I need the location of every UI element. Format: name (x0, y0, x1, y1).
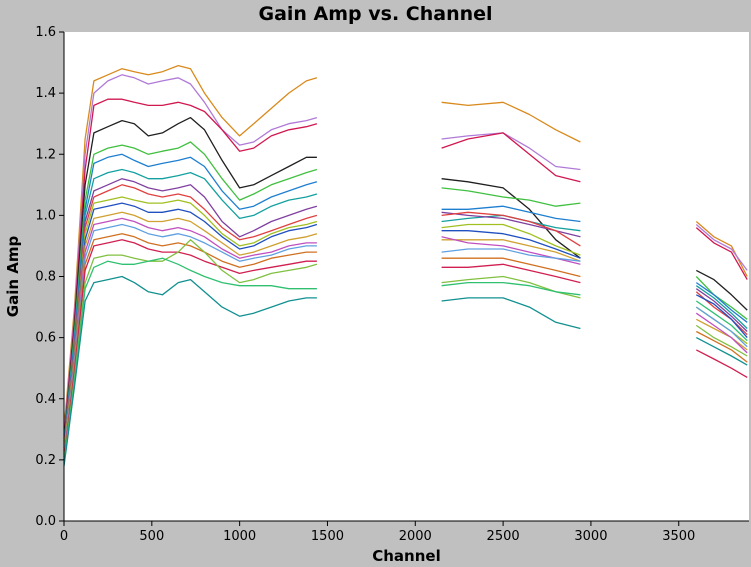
series-line-10-segment-2 (441, 223, 581, 256)
x-tick-label: 3000 (574, 529, 607, 544)
series-line-16-segment-2 (441, 263, 581, 284)
series-line-18-segment-1 (63, 257, 317, 463)
series-line-7-segment-3 (695, 285, 748, 329)
series-line-14-segment-1 (63, 223, 317, 457)
series-line-17-segment-3 (695, 324, 748, 357)
series-line-2-segment-2 (441, 132, 581, 171)
series-line-6-segment-3 (695, 282, 748, 323)
series-line-3-segment-1 (63, 98, 318, 439)
series-line-14-segment-3 (695, 306, 748, 348)
series-line-4-segment-1 (63, 116, 317, 442)
series-line-8-segment-1 (63, 178, 318, 448)
y-tick-label: 1.0 (35, 208, 56, 223)
series-line-19-segment-1 (63, 275, 317, 467)
x-tick-label: 2500 (487, 529, 520, 544)
plot-area (64, 32, 749, 521)
series-line-8-segment-2 (441, 211, 581, 238)
series-line-1-segment-3 (695, 221, 748, 277)
y-tick-label: 0.6 (35, 331, 56, 346)
y-tick-label: 0.8 (35, 270, 56, 285)
series-layer (63, 64, 748, 467)
series-line-3-segment-3 (695, 227, 748, 280)
series-line-17-segment-1 (63, 239, 318, 463)
y-axis-label: Gain Amp (4, 236, 22, 318)
x-tick-label: 1000 (223, 529, 256, 544)
series-line-15-segment-2 (441, 257, 581, 278)
series-line-13-segment-1 (63, 217, 317, 457)
series-line-9-segment-1 (63, 184, 318, 451)
series-line-11-segment-2 (441, 230, 581, 259)
x-tick-label: 3500 (662, 529, 695, 544)
x-axis-label: Channel (372, 547, 440, 565)
y-tick-label: 0.2 (35, 453, 56, 468)
series-line-12-segment-3 (695, 318, 748, 351)
series-line-12-segment-2 (441, 239, 581, 262)
series-line-8-segment-3 (695, 288, 748, 332)
series-line-1-segment-2 (441, 101, 581, 143)
series-line-15-segment-1 (63, 233, 317, 460)
x-tick-label: 2000 (399, 529, 432, 544)
series-line-12-segment-1 (63, 211, 318, 454)
series-line-5-segment-3 (695, 276, 748, 320)
y-tick-label: 1.2 (35, 147, 56, 162)
series-line-18-segment-2 (441, 281, 581, 296)
series-line-4-segment-3 (695, 269, 748, 311)
series-line-6-segment-1 (63, 153, 318, 445)
y-tick-label: 1.6 (35, 25, 56, 40)
series-line-2-segment-3 (695, 224, 748, 271)
x-tick-label: 500 (139, 529, 164, 544)
y-tick-label: 0.4 (35, 392, 56, 407)
y-tick-label: 1.4 (35, 86, 56, 101)
x-tick-label: 1500 (311, 529, 344, 544)
series-line-3-segment-2 (441, 132, 581, 183)
series-line-2-segment-1 (63, 74, 318, 436)
series-line-5-segment-2 (441, 187, 581, 207)
series-line-13-segment-3 (695, 312, 748, 354)
series-line-7-segment-1 (63, 168, 318, 448)
series-line-19-segment-3 (695, 337, 748, 366)
series-line-11-segment-1 (63, 202, 318, 454)
series-line-10-segment-1 (63, 196, 318, 451)
series-line-6-segment-2 (441, 205, 581, 223)
series-line-11-segment-3 (695, 294, 748, 339)
series-line-1-segment-1 (63, 64, 318, 430)
series-line-14-segment-2 (441, 248, 581, 262)
series-line-16-segment-3 (696, 349, 748, 378)
series-line-5-segment-1 (63, 141, 318, 445)
series-line-18-segment-3 (695, 300, 748, 342)
series-line-15-segment-3 (695, 330, 748, 363)
series-line-9-segment-2 (441, 211, 581, 247)
series-line-19-segment-2 (441, 297, 581, 330)
chart-title: Gain Amp vs. Channel (258, 3, 493, 25)
axis-layer: 0.0 0.2 0.4 0.6 0.8 1.0 1.2 1.4 1.6 0 500 1000 1500 2… (35, 25, 749, 544)
x-tick-label: 0 (60, 529, 68, 544)
y-tick-label: 0.0 (35, 514, 56, 529)
